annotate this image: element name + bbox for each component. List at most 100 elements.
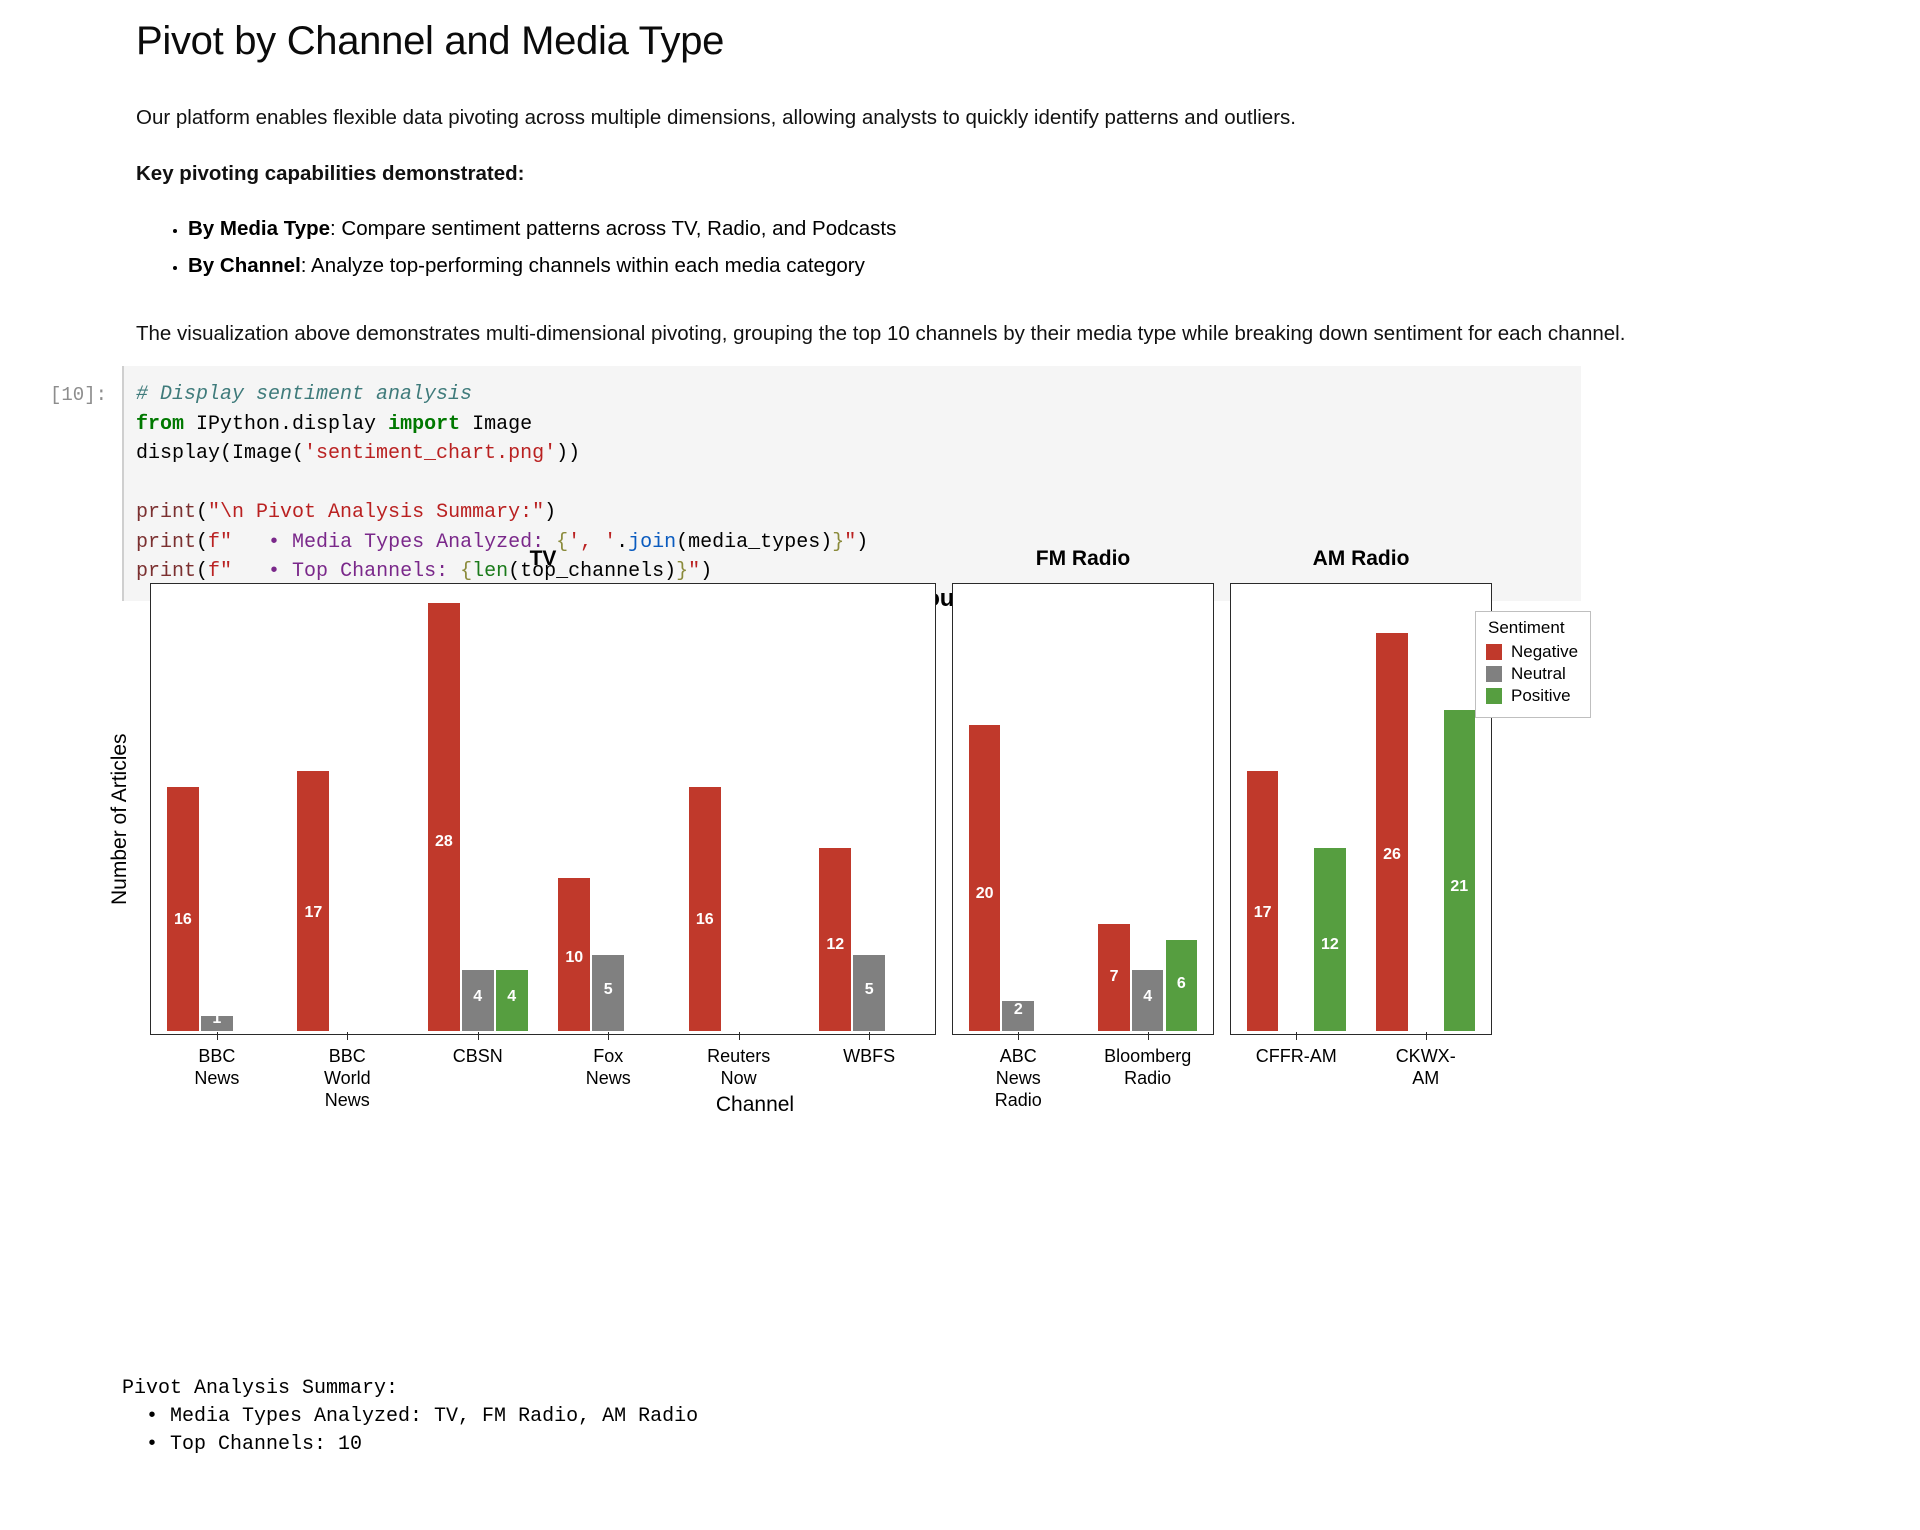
legend-swatch-negative	[1486, 644, 1502, 660]
bar-negative[interactable]: 12	[819, 847, 852, 1032]
bar-positive[interactable]: 4	[495, 970, 528, 1032]
bar-value-label: 26	[1383, 846, 1401, 864]
list-item: By Channel: Analyze top-performing chann…	[188, 249, 1796, 282]
closing-paragraph: The visualization above demonstrates mul…	[136, 321, 1626, 345]
bar-neutral[interactable]: 1	[200, 1010, 233, 1032]
bar-value-label: 17	[1253, 904, 1272, 922]
bar-negative[interactable]: 16	[166, 786, 199, 1032]
bar-group: 20 2	[968, 581, 1069, 1032]
bar-neutral[interactable]: 5	[853, 954, 886, 1032]
x-tick-label: BBC World News	[323, 1046, 371, 1110]
bars-layer: 17 12 26 21	[1232, 581, 1491, 1041]
bar-group: 17	[296, 581, 398, 1032]
x-tick	[477, 1032, 479, 1041]
facet-title: AM Radio	[1312, 547, 1410, 570]
bars-layer: 16 1 17 28 4 4 10 5 16 12 5	[152, 581, 935, 1041]
facet-title: TV	[529, 547, 557, 570]
bar-value-label: 1	[212, 1010, 222, 1028]
bar-value-label: 21	[1450, 878, 1469, 896]
bar-value-label: 20	[975, 884, 994, 902]
x-tick	[1147, 1032, 1149, 1041]
x-tick-label: Reuters Now	[707, 1046, 771, 1088]
bar-negative[interactable]: 16	[688, 786, 721, 1032]
facet-panel-fm-radio: FM Radio 20 2 7 4 6 ABC News Radio Bloomberg Ra…	[952, 547, 1214, 1110]
x-tick	[1018, 1032, 1020, 1041]
x-axis-label: Channel	[715, 1093, 795, 1116]
x-tick-label: Fox News	[585, 1046, 631, 1088]
x-tick-label: ABC News Radio	[994, 1046, 1042, 1110]
bar-negative[interactable]: 17	[297, 771, 330, 1032]
x-tick	[1425, 1032, 1427, 1041]
x-tick	[738, 1032, 740, 1041]
bar-value-label: 7	[1109, 968, 1119, 986]
bar-negative[interactable]: 28	[427, 602, 460, 1032]
bars-layer: 20 2 7 4 6	[954, 581, 1213, 1041]
legend-title: Sentiment	[1488, 618, 1565, 637]
legend-label: Positive	[1511, 686, 1571, 705]
bar-group: 10 5	[557, 581, 659, 1032]
bar-negative[interactable]: 20	[968, 725, 1001, 1032]
x-tick-label: WBFS	[843, 1046, 896, 1066]
bar-negative[interactable]: 10	[558, 878, 591, 1032]
cell-prompt-label: [10]:	[50, 384, 108, 406]
x-tick-label: Bloomberg Radio	[1104, 1046, 1192, 1088]
code-cell[interactable]: [10]: # Display sentiment analysis from …	[50, 366, 1850, 601]
bar-neutral[interactable]: 5	[592, 954, 625, 1032]
bar-group: 26 21	[1375, 581, 1476, 1032]
bar-negative[interactable]: 17	[1246, 771, 1279, 1032]
code-editor[interactable]: # Display sentiment analysis from IPytho…	[122, 366, 1581, 601]
x-tick	[347, 1032, 349, 1041]
sentiment-chart: Sentiment Distribution by Top 10 Channel…	[50, 547, 1850, 1265]
bar-group: 28 4 4	[427, 581, 529, 1032]
intro-paragraph: Our platform enables flexible data pivot…	[136, 106, 1296, 129]
legend-item[interactable]: Positive	[1486, 686, 1578, 706]
legend-item[interactable]: Neutral	[1486, 664, 1578, 684]
x-tick	[216, 1032, 218, 1041]
legend-item[interactable]: Negative	[1486, 642, 1578, 662]
bar-value-label: 2	[1013, 1000, 1023, 1018]
bar-value-label: 5	[864, 981, 874, 999]
facet-panel-am-radio: AM Radio 17 12 26 21 CFFR-AM CKWX-AM	[1230, 547, 1492, 1088]
bar-value-label: 6	[1176, 974, 1186, 992]
x-tick	[1296, 1032, 1298, 1041]
facet-title: FM Radio	[1035, 547, 1131, 570]
x-tick	[608, 1032, 610, 1041]
x-tick-label: CFFR-AM	[1255, 1046, 1337, 1066]
bar-value-label: 4	[507, 987, 517, 1005]
bar-negative[interactable]: 7	[1098, 924, 1130, 1032]
bar-neutral[interactable]: 4	[461, 970, 494, 1032]
bar-value-label: 12	[1321, 936, 1339, 954]
bar-negative[interactable]: 26	[1376, 633, 1408, 1032]
bar-neutral[interactable]: 2	[1002, 1000, 1035, 1032]
capabilities-list: By Media Type: Compare sentiment pattern…	[136, 212, 1796, 282]
bar-positive[interactable]: 21	[1443, 709, 1476, 1032]
legend-items: Negative Neutral Positive	[1486, 642, 1578, 706]
legend-label: Neutral	[1511, 664, 1566, 683]
bar-neutral[interactable]: 4	[1131, 970, 1164, 1032]
bar-positive[interactable]: 12	[1314, 847, 1346, 1032]
bar-value-label: 10	[565, 949, 584, 967]
bar-group: 17 12	[1246, 581, 1347, 1032]
bar-value-label: 16	[174, 910, 192, 928]
page-title: Pivot by Channel and Media Type	[136, 19, 725, 63]
cell-stdout: Pivot Analysis Summary: • Media Types An…	[122, 1377, 699, 1456]
bar-value-label: 17	[304, 904, 323, 922]
bar-value-label: 4	[473, 987, 483, 1005]
capabilities-heading: Key pivoting capabilities demonstrated:	[136, 161, 525, 185]
legend-swatch-neutral	[1486, 666, 1502, 682]
plot-area	[150, 583, 936, 1035]
x-tick-label: CBSN	[452, 1046, 503, 1066]
bar-group: 12 5	[818, 581, 920, 1032]
bar-value-label: 28	[434, 833, 453, 851]
x-tick-label: BBC News	[194, 1046, 240, 1088]
x-tick-label: CKWX-AM	[1395, 1046, 1456, 1088]
bar-group: 16	[688, 581, 790, 1032]
bar-value-label: 16	[695, 910, 714, 928]
bar-value-label: 12	[826, 936, 845, 954]
markdown-cell: Pivot by Channel and Media Type Our plat…	[136, 0, 1796, 350]
chart-legend: Sentiment Negative Neutral Positive	[1475, 611, 1592, 718]
bar-value-label: 4	[1143, 987, 1153, 1005]
bar-positive[interactable]: 6	[1165, 939, 1198, 1032]
y-axis-label: Number of Articles	[108, 733, 131, 905]
